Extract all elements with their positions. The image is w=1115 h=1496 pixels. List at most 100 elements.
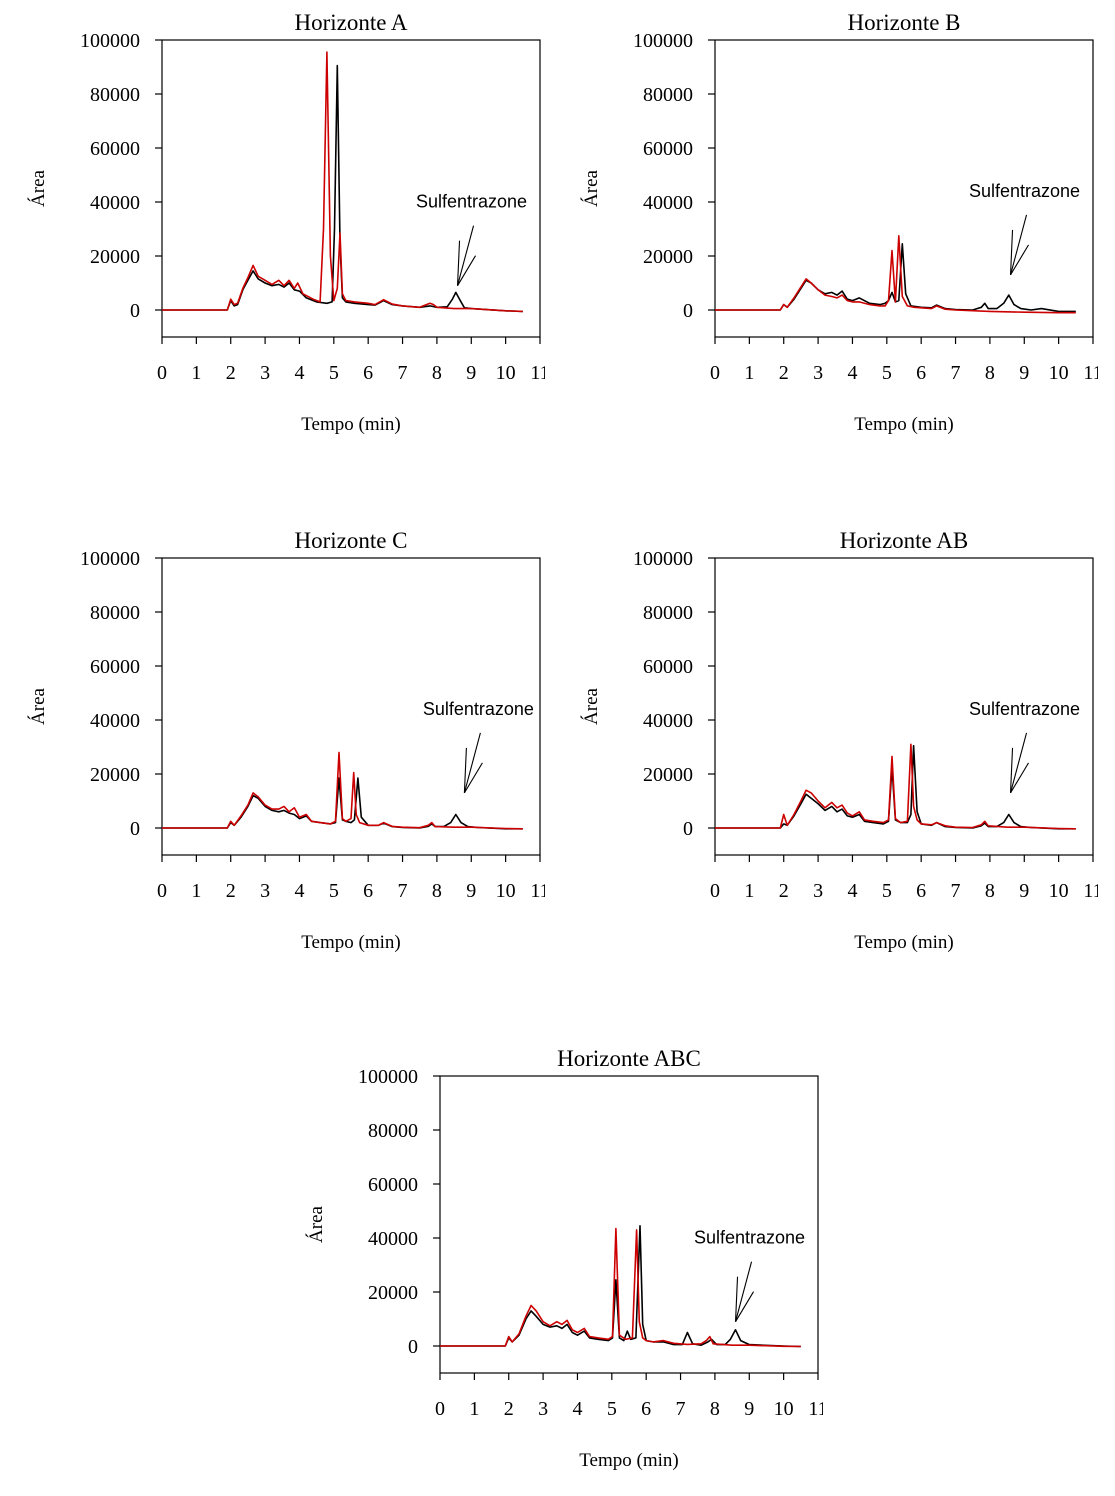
x-tick-label: 3: [813, 362, 823, 384]
x-tick-label: 9: [1019, 362, 1029, 384]
sulfentrazone-annotation: Sulfentrazone: [423, 699, 534, 793]
chart-title: Horizonte B: [847, 10, 960, 35]
x-tick-label: 10: [496, 880, 516, 902]
x-tick-label: 4: [847, 362, 857, 384]
x-tick-label: 4: [294, 362, 304, 384]
y-tick-label: 100000: [633, 548, 693, 570]
y-tick-label: 60000: [90, 138, 140, 160]
y-tick-label: 0: [130, 300, 140, 322]
y-tick-label: 100000: [633, 30, 693, 52]
x-tick-label: 7: [398, 880, 408, 902]
x-tick-label: 11: [530, 880, 545, 902]
chart-panel: Horizonte B 0 20000 40000 60000 80000 100000 0 1…: [553, 0, 1098, 455]
x-tick-label: 11: [1083, 880, 1098, 902]
series-line-red: [715, 236, 1076, 313]
x-axis-label: Tempo (min): [301, 932, 400, 953]
x-tick-label: 5: [607, 1398, 617, 1420]
x-tick-label: 5: [329, 362, 339, 384]
x-tick-label: 2: [226, 362, 236, 384]
plot-frame: [162, 40, 540, 337]
annotation-label: Sulfentrazone: [416, 192, 527, 212]
x-axis-label: Tempo (min): [579, 1450, 678, 1471]
x-tick-label: 5: [882, 362, 892, 384]
y-tick-label: 20000: [368, 1282, 418, 1304]
x-tick-label: 4: [294, 880, 304, 902]
y-tick-label: 20000: [90, 764, 140, 786]
x-tick-label: 10: [496, 362, 516, 384]
x-tick-label: 3: [538, 1398, 548, 1420]
series-line-red: [162, 52, 523, 311]
x-tick-label: 5: [329, 880, 339, 902]
chart-svg: Horizonte ABC 0 20000 40000 60000 80000 100000…: [278, 1036, 823, 1491]
y-axis-label: Área: [580, 169, 602, 206]
x-tick-label: 5: [882, 880, 892, 902]
x-axis-label: Tempo (min): [301, 414, 400, 435]
x-tick-label: 7: [398, 362, 408, 384]
y-tick-label: 40000: [643, 710, 693, 732]
y-axis-label: Área: [580, 687, 602, 724]
x-tick-label: 11: [530, 362, 545, 384]
annotation-arrow-line: [736, 1262, 752, 1322]
x-tick-label: 0: [157, 362, 167, 384]
y-tick-label: 40000: [368, 1228, 418, 1250]
x-tick-label: 6: [916, 880, 926, 902]
y-tick-label: 80000: [368, 1120, 418, 1142]
x-tick-label: 6: [363, 362, 373, 384]
y-tick-label: 0: [683, 818, 693, 840]
annotation-arrow-line: [1011, 215, 1027, 275]
x-tick-label: 9: [466, 880, 476, 902]
y-tick-label: 100000: [80, 30, 140, 52]
y-tick-label: 20000: [643, 764, 693, 786]
annotation-arrow-line: [464, 763, 482, 793]
x-tick-label: 11: [1083, 362, 1098, 384]
x-tick-label: 9: [744, 1398, 754, 1420]
x-tick-label: 1: [191, 362, 201, 384]
annotation-arrow-line: [458, 256, 476, 286]
y-tick-label: 60000: [90, 656, 140, 678]
y-tick-label: 80000: [90, 84, 140, 106]
x-tick-label: 8: [710, 1398, 720, 1420]
x-tick-label: 4: [847, 880, 857, 902]
x-tick-label: 2: [779, 880, 789, 902]
annotation-label: Sulfentrazone: [694, 1228, 805, 1248]
y-tick-label: 40000: [90, 710, 140, 732]
x-axis-label: Tempo (min): [854, 414, 953, 435]
chart-panel: Horizonte AB 0 20000 40000 60000 80000 100000 0…: [553, 518, 1098, 973]
y-axis-label: Área: [305, 1205, 327, 1242]
chart-title: Horizonte AB: [840, 528, 968, 553]
x-tick-label: 1: [191, 880, 201, 902]
annotation-arrow-line: [458, 226, 474, 286]
x-tick-label: 7: [951, 362, 961, 384]
y-tick-label: 0: [408, 1336, 418, 1358]
sulfentrazone-annotation: Sulfentrazone: [969, 699, 1080, 793]
y-tick-label: 0: [683, 300, 693, 322]
annotation-arrow-line: [736, 1292, 754, 1322]
x-tick-label: 1: [469, 1398, 479, 1420]
x-tick-label: 6: [641, 1398, 651, 1420]
x-tick-label: 7: [676, 1398, 686, 1420]
x-tick-label: 8: [985, 880, 995, 902]
x-tick-label: 7: [951, 880, 961, 902]
chart-panel: Horizonte A 0 20000 40000 60000 80000 100000 0 1…: [0, 0, 545, 455]
chart-title: Horizonte ABC: [557, 1046, 701, 1071]
annotation-label: Sulfentrazone: [969, 699, 1080, 719]
y-tick-label: 0: [130, 818, 140, 840]
y-axis-label: Área: [27, 169, 49, 206]
y-axis-label: Área: [27, 687, 49, 724]
annotation-label: Sulfentrazone: [423, 699, 534, 719]
y-tick-label: 80000: [90, 602, 140, 624]
x-tick-label: 11: [808, 1398, 823, 1420]
x-tick-label: 9: [1019, 880, 1029, 902]
y-tick-label: 80000: [643, 602, 693, 624]
y-tick-label: 80000: [643, 84, 693, 106]
chart-svg: Horizonte B 0 20000 40000 60000 80000 100000 0 1…: [553, 0, 1098, 455]
sulfentrazone-annotation: Sulfentrazone: [969, 181, 1080, 275]
y-tick-label: 40000: [90, 192, 140, 214]
x-tick-label: 3: [813, 880, 823, 902]
x-tick-label: 4: [572, 1398, 582, 1420]
x-tick-label: 6: [363, 880, 373, 902]
x-tick-label: 8: [432, 362, 442, 384]
y-tick-label: 40000: [643, 192, 693, 214]
x-tick-label: 3: [260, 880, 270, 902]
y-tick-label: 20000: [643, 246, 693, 268]
